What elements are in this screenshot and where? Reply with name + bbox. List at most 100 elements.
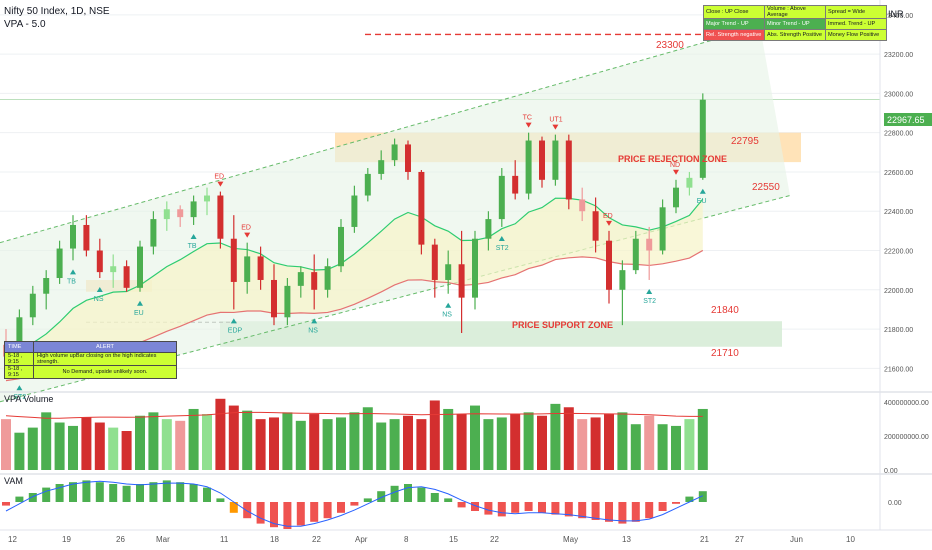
volume-bar	[644, 415, 655, 470]
volume-bar	[228, 405, 239, 470]
time-tick-label: 10	[846, 535, 855, 544]
time-tick-label: 22	[490, 535, 499, 544]
volume-bar	[41, 412, 52, 470]
candle-body	[418, 171, 425, 245]
volume-bar	[14, 432, 25, 470]
signal-marker	[311, 318, 318, 324]
candle-body	[230, 238, 237, 282]
candle-body	[163, 209, 170, 220]
volume-bar	[657, 424, 668, 470]
vam-bar	[203, 487, 211, 502]
signal-marker	[16, 385, 23, 391]
alert-text: High volume upBar closing on the high in…	[33, 352, 177, 366]
vam-bar	[618, 502, 627, 524]
vam-bar	[337, 502, 345, 513]
alert-header-time: TIME	[4, 341, 34, 353]
status-cell: Immed. Trend - UP	[825, 18, 887, 30]
signal-marker	[673, 169, 679, 175]
candle-body	[284, 285, 291, 318]
volume-bar	[684, 419, 695, 470]
volume-bar	[496, 417, 507, 470]
candle-body	[83, 224, 90, 251]
candle-body	[123, 266, 130, 288]
time-tick-label: 11	[220, 535, 229, 544]
signal-marker	[190, 233, 197, 239]
volume-bar	[135, 415, 145, 470]
currency-label[interactable]: INR	[888, 9, 904, 19]
time-tick-label: 22	[312, 535, 321, 544]
symbol-title[interactable]: Nifty 50 Index, 1D, NSE	[4, 6, 110, 17]
volume-bar	[483, 419, 494, 470]
volume-bar	[563, 407, 574, 470]
volume-bar	[617, 412, 628, 470]
alert-text: No Demand, upside unlikely soon.	[33, 365, 177, 379]
time-tick-label: 18	[270, 535, 279, 544]
volume-bar	[188, 408, 199, 470]
volume-bar	[322, 419, 333, 470]
volume-bar	[309, 414, 320, 470]
candle-body	[257, 256, 264, 280]
volume-bar	[389, 419, 400, 470]
volume-bar	[336, 417, 346, 470]
vam-bar	[95, 482, 104, 502]
support-zone	[220, 321, 782, 347]
indicator-name[interactable]: VPA - 5.0	[4, 19, 46, 30]
vam-bar	[149, 482, 158, 502]
alert-time: 5-18 , 9:15	[4, 365, 34, 379]
support-zone-label: PRICE SUPPORT ZONE	[512, 320, 613, 330]
time-tick-label: 15	[449, 535, 458, 544]
signal-label: TC	[523, 115, 532, 122]
vam-bar	[591, 502, 600, 520]
candle-body	[244, 256, 251, 282]
candle-body	[56, 248, 63, 279]
candle-body	[525, 140, 532, 194]
time-tick-label: Jun	[790, 535, 803, 544]
candle-body	[552, 140, 559, 180]
status-cell: Spread = Wide	[825, 5, 887, 19]
signal-label: ED	[214, 174, 224, 181]
candle-body	[150, 219, 157, 247]
volume-bar	[108, 427, 119, 470]
signal-label: TB	[188, 243, 197, 250]
volume-bar	[148, 412, 159, 470]
signal-marker	[244, 232, 251, 238]
volume-bar	[470, 405, 480, 470]
time-tick-label: 13	[622, 535, 631, 544]
rejection-zone-label: PRICE REJECTION ZONE	[618, 154, 727, 164]
status-cell: Minor Trend - UP	[764, 18, 826, 30]
vam-bar	[216, 498, 225, 502]
vam-bar	[377, 491, 386, 502]
volume-bar	[671, 425, 681, 470]
price-tick-label: 21800.00	[884, 327, 913, 334]
volume-bar	[54, 422, 65, 470]
vam-bar	[578, 502, 587, 519]
signal-marker	[217, 181, 224, 187]
volume-bar	[215, 398, 226, 470]
signal-marker	[498, 235, 505, 241]
vam-bar	[82, 480, 91, 502]
signal-marker	[445, 302, 452, 308]
signal-label: NS	[308, 327, 318, 334]
vam-bar	[605, 502, 613, 522]
candle-body	[445, 264, 452, 280]
candle-body	[673, 187, 679, 208]
candle-body	[204, 195, 210, 202]
signal-label: ST2	[496, 245, 509, 252]
vam-bar	[15, 496, 24, 502]
volume-bar	[523, 412, 534, 470]
time-tick-label: Mar	[156, 535, 170, 544]
channel-upper-line	[0, 26, 761, 244]
signal-marker	[552, 124, 559, 130]
signal-marker	[699, 188, 706, 194]
signal-markers: TB TB ED NS EU EDP ED NS TC UT1 ST2 NS ED ND EU ST2 ST2	[13, 115, 706, 402]
volume-bar	[537, 415, 547, 470]
vam-bar	[685, 496, 694, 502]
vam-bar	[55, 484, 64, 502]
target-price-label: 23300	[656, 40, 684, 51]
time-tick-label: 21	[700, 535, 709, 544]
alert-time: 5-18 , 9:15	[4, 352, 34, 366]
vam-bar	[404, 484, 412, 502]
vam-bar	[176, 482, 185, 502]
candle-body	[405, 144, 411, 172]
